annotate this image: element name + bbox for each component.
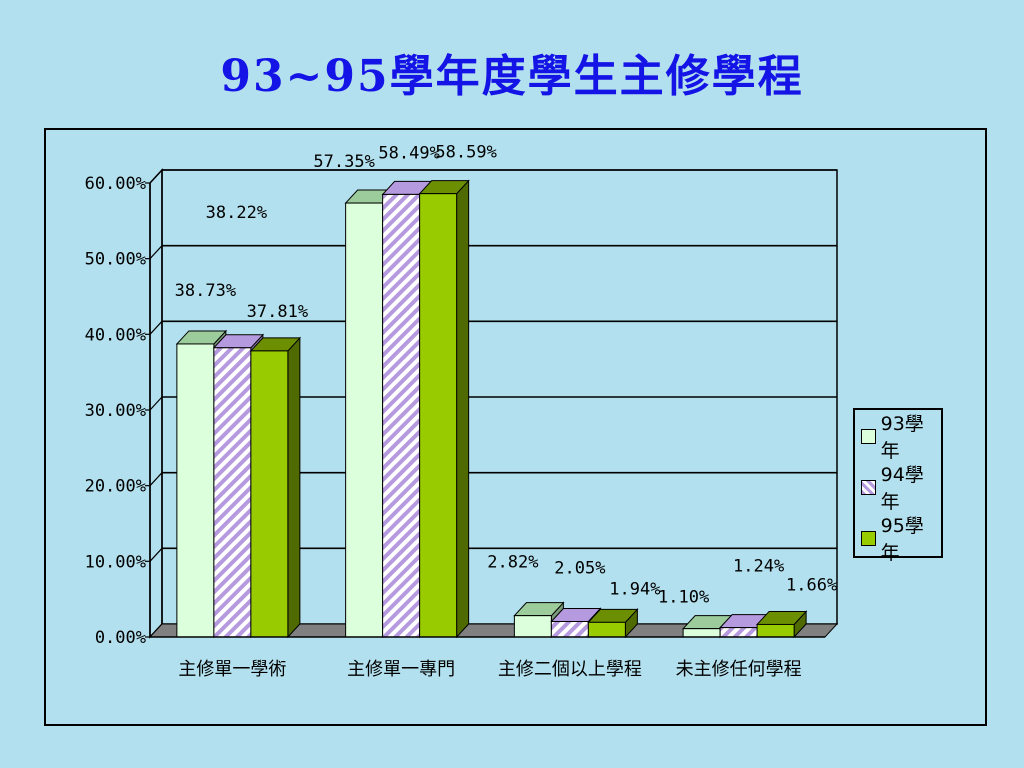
legend-label-93: 93學年 [880,413,924,462]
y-tick-label: 50.00% [85,250,146,270]
y-tick-label: 10.00% [85,552,146,572]
bar-0-2 [249,336,302,639]
legend-item-93: 93學年 [861,413,941,462]
bar-side [287,336,301,639]
bar-3-2 [755,610,808,639]
bar-front [587,621,626,638]
legend-swatch-94 [861,479,876,495]
data-label: 1.10% [658,588,709,608]
bar-front [213,347,252,638]
data-label: 2.05% [554,558,605,578]
gridline-side [149,472,163,487]
x-tick-label: 主修單一學術 [178,659,286,680]
chart-frame [44,128,987,726]
data-label: 1.24% [733,557,784,577]
gridline-side [149,245,163,260]
x-tick-label: 主修單一專門 [347,659,455,680]
legend-label-94: 94學年 [880,464,924,513]
legend-label-95: 95學年 [880,515,924,564]
y-tick-label: 60.00% [85,174,146,194]
bar-front [176,343,215,638]
bar-front [513,615,552,638]
data-label: 38.22% [206,203,267,223]
slide-title: 93~95學年度學生主修學程 [220,51,804,102]
data-label: 2.82% [487,553,538,573]
bar-front [756,623,795,638]
gridline-side [149,396,163,411]
bar-2-2 [587,608,639,639]
bar-front [382,193,421,638]
data-label: 57.35% [313,152,374,172]
bar-front [250,350,289,638]
legend: 93學年 94學年 95學年 [853,408,943,564]
gridline-side [149,320,163,335]
legend-swatch-95 [861,530,876,546]
data-label: 37.81% [247,302,308,322]
x-tick-label: 主修二個以上學程 [498,659,642,680]
y-tick-label: 20.00% [85,477,146,497]
legend-item-94: 94學年 [861,464,941,513]
legend-swatch-93 [861,428,876,444]
data-label: 1.94% [609,579,660,599]
gridline-side [149,169,163,184]
legend-item-95: 95學年 [861,515,941,564]
gridline-side [149,547,163,562]
bar-front [550,620,589,638]
bar-front [682,628,721,638]
x-tick-label: 未主修任何學程 [676,659,802,680]
y-tick-label: 40.00% [85,325,146,345]
bar-front [419,193,458,638]
bar-front [719,627,758,638]
y-tick-label: 0.00% [95,628,146,648]
bar-1-2 [418,179,470,639]
data-label: 58.59% [435,143,496,163]
data-label: 38.73% [175,281,236,301]
y-tick-label: 30.00% [85,401,146,421]
data-label: 58.49% [378,143,439,163]
bar-front [345,202,384,638]
bar-side [456,179,470,639]
data-label: 1.66% [786,575,837,595]
